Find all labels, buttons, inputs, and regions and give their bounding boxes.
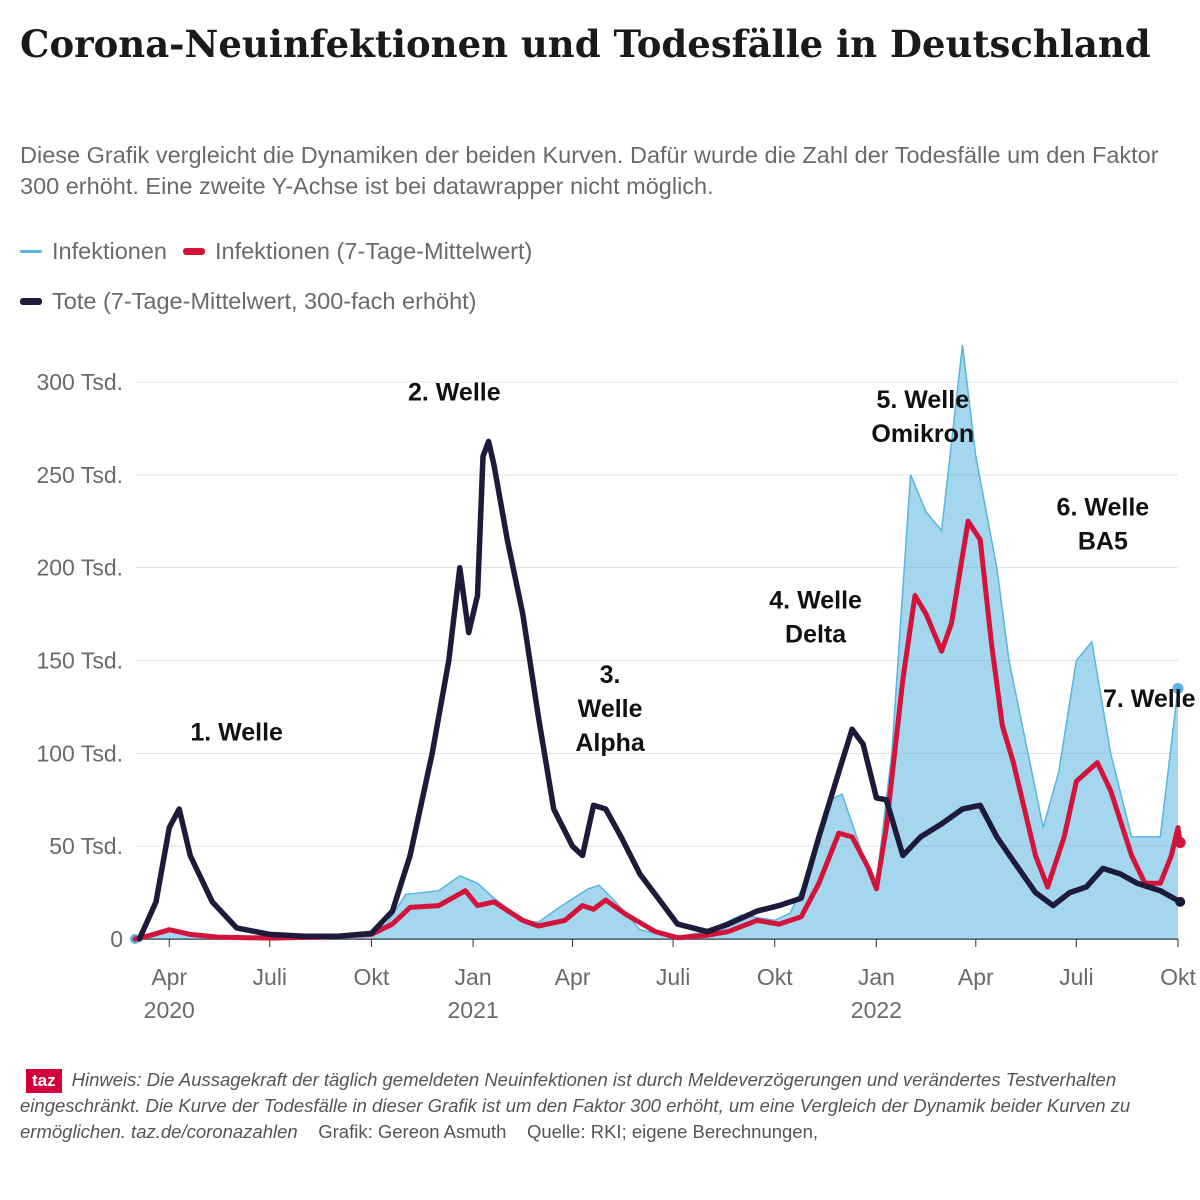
chart-subtitle: Diese Grafik vergleicht die Dynamiken de… [20,142,1159,199]
wave-annotation-label: Delta [785,621,847,649]
footer-credit: Grafik: Gereon Asmuth [318,1121,507,1142]
wave-annotation-label: 1. Welle [190,718,283,746]
chart: 0 50 Tsd. 100 Tsd. 150 Tsd. 200 Tsd. 250 Tsd.… [36,344,1196,1023]
y-tick-label: 0 [110,926,123,952]
series-end-point-infections-avg [1174,836,1186,848]
legend-item-infections-avg: Infektionen (7-Tage-Mittelwert) [182,237,533,265]
series-line-deaths [136,438,1183,942]
legend: Infektionen Infektionen (7-Tage-Mittelwe… [20,226,1180,326]
legend-item-infections: Infektionen [20,238,167,265]
wave-annotation-label: 7. Welle [1103,685,1196,713]
series-area-infections [135,344,1178,939]
x-tick-label: Jan [858,964,895,990]
chart-title: Corona-Neuinfektionen und Todesfälle in … [20,22,1151,66]
x-tick-year-label: 2022 [851,997,902,1023]
y-tick-label: 150 Tsd. [36,648,123,674]
y-tick-label: 50 Tsd. [49,833,123,859]
legend-swatch-deaths [20,297,42,305]
legend-label-infections: Infektionen [52,237,167,264]
x-tick-label: Juli [1059,964,1094,990]
wave-annotation-label: 4. Welle [769,587,862,615]
series-line-infections-avg [132,518,1183,942]
legend-swatch-infections [20,249,42,253]
footer-source: Quelle: RKI; eigene Berechnungen, [526,1121,819,1142]
wave-annotation-label: 6. Welle [1057,494,1150,522]
wave-annotation-label: BA5 [1078,528,1128,556]
wave-annotation-label: Welle [578,695,643,723]
legend-label-deaths: Tote (7-Tage-Mittelwert, 300-fach erhöht… [52,287,477,314]
x-tick-label: Apr [555,964,591,990]
legend-label-infections-avg: Infektionen (7-Tage-Mittelwert) [214,237,533,264]
y-tick-label: 250 Tsd. [36,462,123,488]
y-tick-label: 200 Tsd. [36,555,123,581]
wave-annotation-label: 5. Welle [876,386,969,414]
x-tick-label: Okt [757,964,793,990]
wave-annotation-label: Alpha [575,729,646,757]
y-tick-label: 300 Tsd. [36,369,123,395]
y-tick-label: 100 Tsd. [36,740,123,766]
series-end-point-infections [1172,682,1184,694]
legend-swatch-infections-avg [182,247,205,255]
wave-annotation-label: 3. [600,661,621,689]
series-end-point-deaths [1175,896,1186,907]
x-tick-year-label: 2021 [448,997,499,1023]
x-tick-label: Jan [455,964,492,990]
wave-annotation-label: Omikron [871,420,974,448]
x-tick-label: Apr [151,964,187,990]
footer: taz Hinweis: Die Aussagekraft der täglich… [20,1067,1182,1145]
x-tick-year-label: 2020 [144,997,195,1023]
x-tick-label: Okt [1160,964,1196,990]
x-tick-label: Juli [656,964,691,990]
wave-annotation-label: 2. Welle [408,379,501,407]
legend-item-deaths: Tote (7-Tage-Mittelwert, 300-fach erhöht… [20,288,477,315]
x-tick-label: Juli [253,964,288,990]
footer-note: Hinweis: Die Aussagekraft der täglich ge… [20,1069,1131,1142]
x-tick-label: Okt [354,964,390,990]
taz-logo: taz [26,1069,62,1093]
x-tick-label: Apr [958,964,994,990]
